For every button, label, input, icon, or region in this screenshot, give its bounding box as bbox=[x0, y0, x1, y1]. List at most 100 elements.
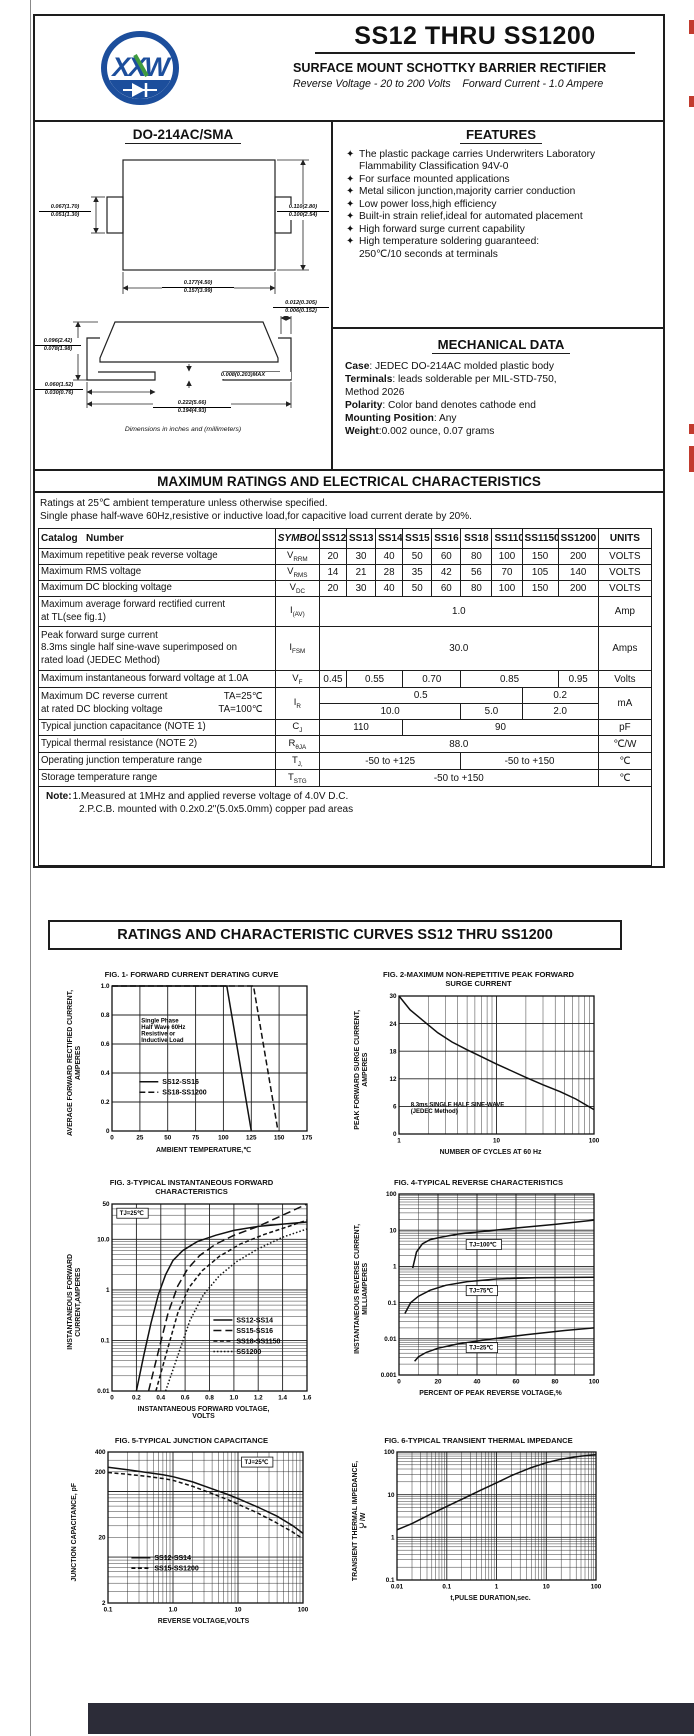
y-axis-label: AVERAGE FORWARD RECTIFIED CURRENT, AMPER… bbox=[67, 990, 83, 1137]
page1-frame: XXW SS12 THRU SS1200 SURFACE MOUNT SCHOT… bbox=[33, 14, 665, 868]
x-tick-label: 150 bbox=[273, 1135, 284, 1142]
y-tick-label: 400 bbox=[95, 1450, 106, 1457]
col-header: SYMBOLS bbox=[274, 528, 320, 549]
unit-cell: Amps bbox=[597, 626, 653, 671]
package-drawing-panel: DO-214AC/SMA bbox=[35, 120, 333, 469]
value-cell: 90 bbox=[402, 719, 599, 736]
y-tick-label: 0.4 bbox=[100, 1071, 109, 1078]
unit-cell: VOLTS bbox=[597, 564, 653, 581]
x-tick-label: 20 bbox=[434, 1379, 442, 1386]
y-axis-label: INSTANTANEOUS FORWARD CURRENT,AMPERES bbox=[67, 1254, 83, 1350]
table-row: Storage temperature range TSTG -50 to +150… bbox=[38, 769, 653, 787]
y-tick-label: 1 bbox=[391, 1535, 395, 1542]
dim-standoff: 0.008(0.203)MAX bbox=[195, 372, 291, 380]
annotation-box bbox=[465, 1239, 502, 1251]
row-label: Maximum average forward rectified curren… bbox=[38, 596, 276, 627]
annotation-text: (JEDEC Method) bbox=[410, 1109, 457, 1115]
value-cell: 0.85 bbox=[460, 670, 559, 688]
logo-ring bbox=[101, 31, 179, 105]
y-tick-label: 30 bbox=[389, 993, 397, 1000]
condition-line: Single phase half-wave 60Hz,resistive or… bbox=[40, 511, 472, 522]
y-tick-label: 1 bbox=[393, 1264, 397, 1271]
row-label: Maximum DC blocking voltage bbox=[38, 580, 276, 597]
annotation-box bbox=[240, 1457, 273, 1468]
value-cell: 14 bbox=[318, 564, 347, 581]
value-cell: 21 bbox=[345, 564, 377, 581]
tagline: Reverse Voltage - 20 to 200 Volts Forwar… bbox=[293, 78, 604, 90]
value-cell: 30.0 bbox=[318, 626, 599, 671]
x-tick-label: 100 bbox=[297, 1607, 308, 1614]
table-row: Typical junction capacitance (NOTE 1) CJ 1… bbox=[38, 719, 653, 736]
symbol-cell: VRMS bbox=[274, 564, 320, 581]
x-tick-label: 0 bbox=[110, 1135, 114, 1142]
dim-package-height: 0.096(2.42) 0.078(1.98) bbox=[35, 338, 81, 354]
series-SS1200 bbox=[164, 1228, 307, 1392]
x-tick-label: 0.8 bbox=[205, 1394, 214, 1401]
plot-border bbox=[110, 985, 308, 1133]
table-row: Operating junction temperature range TJ, -… bbox=[38, 752, 653, 770]
y-tick-label: 12 bbox=[389, 1076, 397, 1083]
bullet-icon: ✦ bbox=[346, 149, 355, 160]
y-tick-label: 100 bbox=[386, 1192, 397, 1199]
title-block: SS12 THRU SS1200 SURFACE MOUNT SCHOTTKY … bbox=[293, 22, 657, 90]
x-tick-label: 0 bbox=[397, 1379, 401, 1386]
table-row: Maximum DC reverse current TA=25℃ at rated… bbox=[38, 687, 653, 720]
annotation-text: Half Wave 60Hz bbox=[141, 1025, 185, 1031]
y-tick-label: 200 bbox=[95, 1469, 106, 1476]
x-tick-label: 40 bbox=[473, 1379, 481, 1386]
x-tick-label: 175 bbox=[301, 1135, 312, 1142]
row-label: Maximum RMS voltage bbox=[38, 564, 276, 581]
legend-label: SS18-SS1200 bbox=[162, 1090, 206, 1097]
symbol-cell: RθJA bbox=[274, 735, 320, 753]
x-tick-label: 0.1 bbox=[442, 1584, 451, 1591]
value-cell: 40 bbox=[375, 548, 404, 565]
value-cell: 150 bbox=[521, 580, 559, 597]
symbol-cell: TJ, bbox=[274, 752, 320, 770]
unit-cell: pF bbox=[597, 719, 653, 736]
package-name: DO-214AC/SMA bbox=[35, 127, 331, 144]
x-tick-label: 0.4 bbox=[156, 1394, 165, 1401]
value-cell: 0.2 bbox=[521, 687, 599, 704]
col-header: SS15 bbox=[402, 528, 433, 549]
bullet-icon: ✦ bbox=[346, 198, 355, 210]
y-tick-label: 0.2 bbox=[100, 1100, 109, 1107]
col-header: SS110 bbox=[491, 528, 523, 549]
table-row: Peak forward surge current 8.3ms single h… bbox=[38, 626, 653, 671]
title-rule bbox=[315, 52, 635, 54]
ratings-banner: MAXIMUM RATINGS AND ELECTRICAL CHARACTER… bbox=[35, 469, 663, 493]
bullet-icon: ✦ bbox=[346, 236, 355, 248]
y-tick-label: 0 bbox=[106, 1129, 110, 1136]
ratings-conditions: Ratings at 25℃ ambient temperature unles… bbox=[40, 497, 472, 523]
x-tick-label: 1 bbox=[494, 1584, 498, 1591]
figure-fig5: FIG. 5-TYPICAL JUNCTION CAPACITANCE JUNC… bbox=[48, 1436, 335, 1625]
value-cell: -50 to +150 bbox=[318, 769, 599, 787]
legend-label: SS18-SS1150 bbox=[236, 1338, 280, 1345]
y-tick-label: 0.8 bbox=[100, 1013, 109, 1020]
value-cell: 10.0 bbox=[318, 703, 462, 720]
x-tick-label: 0.1 bbox=[103, 1607, 112, 1614]
bullet-icon: ✦ bbox=[346, 186, 355, 198]
series-thermal bbox=[396, 1454, 596, 1531]
bullet-icon: ✦ bbox=[346, 173, 355, 185]
unit-cell: mA bbox=[597, 687, 653, 720]
note-line: Note:1.Measured at 1MHz and applied reve… bbox=[46, 791, 349, 802]
x-tick-label: 0.6 bbox=[180, 1394, 189, 1401]
value-cell: 28 bbox=[375, 564, 404, 581]
table-row: Typical thermal resistance (NOTE 2) RθJA 8… bbox=[38, 735, 653, 753]
features-section: FEATURES ✦ The plastic package carries Un… bbox=[333, 120, 663, 329]
y-tick-label: 0.01 bbox=[384, 1336, 397, 1343]
package-outline-drawing bbox=[73, 159, 309, 408]
value-cell: 5.0 bbox=[460, 703, 523, 720]
grid bbox=[111, 1203, 308, 1392]
legend-label: SS15-SS16 bbox=[236, 1328, 273, 1335]
y-tick-label: 0.1 bbox=[385, 1578, 394, 1585]
feature-item: ✦ High forward surge current capability bbox=[346, 223, 525, 235]
brand-logo: XXW bbox=[99, 25, 181, 116]
mech-item: Case: JEDEC DO-214AC molded plastic body bbox=[345, 361, 554, 372]
annotation-text: TJ=75℃ bbox=[469, 1288, 493, 1295]
value-cell: 140 bbox=[557, 564, 599, 581]
x-tick-label: 75 bbox=[192, 1135, 200, 1142]
x-tick-label: 1.0 bbox=[229, 1394, 238, 1401]
value-cell: 1.0 bbox=[318, 596, 599, 627]
plot-border bbox=[110, 1203, 308, 1392]
